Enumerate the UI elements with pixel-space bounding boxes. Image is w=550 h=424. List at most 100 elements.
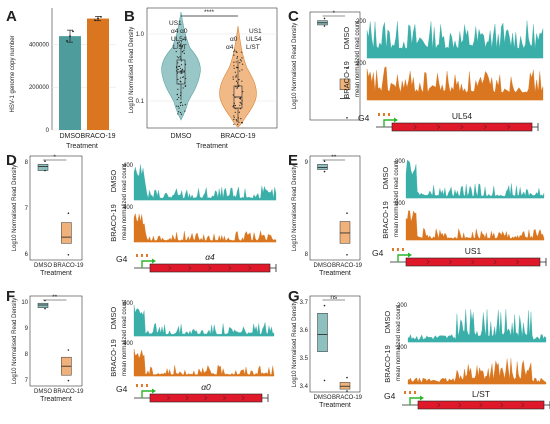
panel-b-braco-label-a4: α4	[226, 44, 234, 51]
panel-b-point-braco	[241, 100, 243, 102]
track-ylabel: mean normalized read count	[122, 300, 128, 376]
panel-b-point-braco	[235, 76, 237, 78]
panel-b-point-dmso	[177, 68, 179, 71]
boxplot-xlabel: Treatment	[40, 270, 72, 277]
panel-b-point-braco	[237, 123, 239, 125]
boxplot-ytick: 3.5	[300, 356, 309, 362]
panel-b-point-braco	[236, 87, 238, 89]
panel-b-point-dmso	[182, 87, 184, 89]
panel-b-point-braco	[235, 119, 237, 121]
panel-a-point	[97, 17, 99, 20]
panel-e-tracks: mean normalized read count DMSO 800 BRACO-1…	[372, 159, 547, 267]
panel-b-point-braco	[237, 67, 239, 69]
panel-b-point-braco	[233, 105, 235, 107]
g4-label: G4	[116, 384, 128, 394]
track-max-tick: 200	[356, 61, 367, 67]
strand-chevron-icon	[413, 124, 417, 130]
boxplot-xtick-braco: BRACO-19	[53, 263, 84, 269]
panel-b-point-braco	[234, 71, 236, 73]
boxplot-xtick-braco: BRACO-19	[332, 263, 363, 269]
boxplot-ylabel: Log10 Normalised Read Density	[12, 298, 18, 384]
panel-b-dmso-label-lst: L/ST	[173, 44, 187, 51]
panel-b-point-braco	[236, 56, 239, 58]
g4-mark	[146, 254, 148, 257]
panel-b-point-braco	[239, 59, 242, 61]
panel-a-ylabel: HSV-1 genome copy number	[10, 35, 16, 112]
g4-mark	[141, 254, 143, 257]
panel-a-xtick-braco: BRACO-19	[80, 133, 115, 140]
coverage-trace-dmso	[407, 309, 547, 343]
panel-b-dmso-label-us1: US1	[169, 20, 182, 27]
panel-b-point-braco	[233, 102, 235, 104]
track-max-tick: 400	[123, 205, 134, 211]
panel-a-ytick: 400000	[29, 42, 50, 48]
panel-b-point-dmso	[185, 85, 187, 87]
panel-b-point-braco	[239, 62, 241, 64]
panel-b-point-dmso	[179, 111, 182, 114]
panel-b-point-braco	[236, 51, 238, 53]
panel-b-point-braco	[236, 86, 238, 88]
g4-mark	[404, 391, 406, 394]
panel-b-point-braco	[240, 51, 243, 53]
panel-b-point-braco	[239, 70, 241, 72]
track-max-tick: 200	[356, 19, 367, 25]
strand-chevron-icon	[204, 395, 208, 401]
panel-b-point-dmso	[182, 104, 184, 106]
track-max-tick: 800	[395, 159, 406, 165]
tss-arrow-icon	[141, 260, 154, 268]
panel-b-point-braco	[241, 63, 244, 65]
panel-b-point-braco	[236, 82, 239, 84]
panel-b-point-braco	[232, 78, 234, 80]
panel-b-point-dmso	[177, 43, 179, 45]
g4-label: G4	[358, 113, 370, 123]
panel-b-point-braco	[233, 50, 235, 53]
panel-g-tracks: mean normalized read count DMSO 200 BRACO-1…	[383, 303, 550, 410]
strand-chevron-icon	[479, 402, 483, 408]
boxplot-ytick: 9	[305, 160, 309, 166]
panel-b-point-braco	[238, 111, 240, 113]
panel-b-point-braco	[235, 66, 238, 68]
panel-b-point-dmso	[177, 113, 179, 115]
track-label-braco: BRACO-19	[381, 201, 390, 239]
strand-chevron-icon	[521, 402, 525, 408]
panel-b-point-braco	[234, 96, 236, 98]
point-braco	[67, 212, 70, 214]
panel-f-boxplot: Log10 Normalised Read Density ** 7 8 9 10 DMSO…	[12, 294, 84, 403]
point-braco	[346, 67, 348, 69]
significance-label: **	[331, 154, 337, 161]
panel-b-point-dmso	[180, 101, 182, 103]
panel-b-ylabel: Log10 Normalised Read Density	[129, 27, 135, 113]
boxplot-xtick-braco: BRACO-19	[53, 389, 84, 395]
panel-b-point-dmso	[181, 45, 183, 48]
panel-b-point-dmso	[179, 102, 181, 104]
strand-chevron-icon	[449, 259, 453, 265]
panel-b-braco-label-us1: US1	[249, 28, 262, 35]
panel-b-point-dmso	[176, 56, 178, 58]
panel-b-point-braco	[239, 101, 241, 103]
panel-b-point-braco	[233, 123, 235, 125]
panel-b-point-braco	[240, 102, 242, 104]
panel-a-bar-dmso	[59, 36, 81, 131]
panel-b-point-braco	[235, 74, 237, 76]
g4-mark	[402, 248, 404, 251]
panel-b-point-dmso	[180, 72, 182, 74]
panel-b-point-dmso	[180, 92, 182, 94]
point-braco	[67, 254, 70, 256]
panel-label-d: D	[6, 152, 17, 169]
strand-chevron-icon	[458, 402, 462, 408]
panel-b-point-dmso	[176, 72, 178, 74]
track-max-tick: 200	[397, 303, 408, 309]
panel-b-point-dmso	[179, 80, 182, 83]
panel-b-point-dmso	[176, 105, 178, 107]
panel-a-ytick: 0	[46, 128, 50, 134]
panel-b-significance: ****	[204, 9, 215, 16]
strand-chevron-icon	[185, 395, 189, 401]
panel-a-point	[66, 40, 68, 42]
strand-chevron-icon	[437, 402, 441, 408]
significance-label: *	[332, 10, 335, 17]
panel-b-point-braco	[239, 97, 242, 99]
panel-b-point-braco	[239, 104, 241, 106]
track-max-tick: 200	[397, 345, 408, 351]
panel-b-point-braco	[233, 107, 236, 109]
